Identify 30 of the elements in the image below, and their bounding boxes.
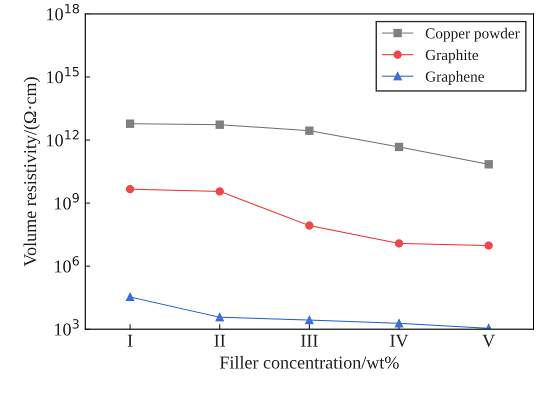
- point: [484, 160, 493, 168]
- y-axis-title: Volume resistivity/(Ω·cm): [24, 77, 40, 266]
- point: [126, 120, 134, 128]
- point: [305, 316, 314, 324]
- x-tick-label: IV: [390, 334, 408, 347]
- legend-label: Graphite: [426, 49, 478, 64]
- point: [394, 239, 404, 248]
- y-tick-label: 10$^{15}$: [47, 67, 79, 84]
- y-tick-label: 10$^{6}$: [55, 256, 79, 273]
- point: [394, 319, 404, 328]
- point: [126, 184, 134, 194]
- point: [305, 221, 314, 230]
- point: [484, 241, 493, 250]
- x-tick-label: I: [128, 334, 132, 347]
- x-tick-label: III: [301, 334, 318, 347]
- point: [394, 142, 404, 152]
- legend-label: Copper powder: [426, 28, 520, 42]
- legend-label: Graphene: [426, 70, 484, 85]
- point: [216, 120, 224, 129]
- y-tick-label: 10$^{3}$: [55, 319, 79, 336]
- y-tick-label: 10$^{9}$: [55, 193, 79, 210]
- point: [126, 292, 134, 302]
- x-tick-label: II: [214, 334, 226, 347]
- point: [216, 313, 224, 322]
- point: [305, 126, 314, 135]
- point: [216, 187, 224, 196]
- x-axis-title: Filler concentration/wt%: [220, 356, 399, 369]
- y-tick-label: 10$^{12}$: [47, 130, 79, 146]
- y-tick-label: 10$^{18}$: [47, 4, 79, 20]
- x-tick-label: V: [482, 334, 495, 347]
